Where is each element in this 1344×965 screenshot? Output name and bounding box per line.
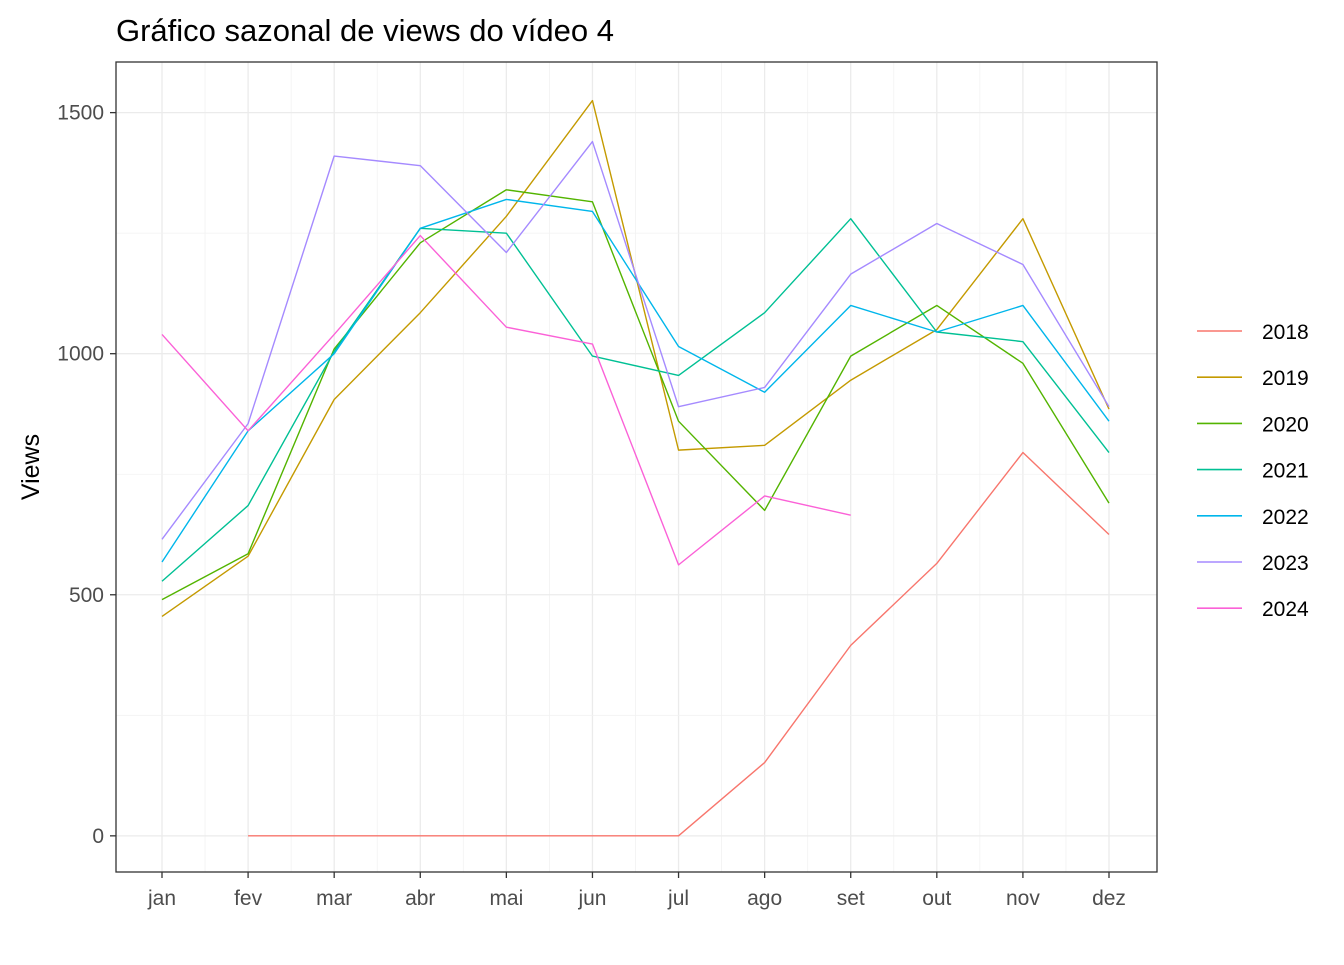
- legend-label-2018: 2018: [1262, 321, 1309, 344]
- x-tick-label: out: [922, 887, 951, 910]
- legend-label-2021: 2021: [1262, 460, 1309, 483]
- legend-label-2024: 2024: [1262, 598, 1309, 621]
- x-tick-label: nov: [1006, 887, 1040, 910]
- x-tick-label: mai: [489, 887, 523, 910]
- x-tick-label: jun: [577, 887, 606, 910]
- x-tick-label: abr: [405, 887, 435, 910]
- x-tick-label: set: [837, 887, 865, 910]
- x-tick-label: mar: [316, 887, 352, 910]
- grid-lines: [116, 62, 1157, 872]
- y-axis-label: Views: [17, 434, 45, 500]
- series-line-2020: [161, 189, 1110, 601]
- y-tick-label: 0: [92, 825, 104, 848]
- plot-panel-border: [115, 61, 1158, 873]
- series-line-2023: [161, 140, 1110, 540]
- legend: 2018 2019 2020 2021 2022 2023 2024: [1197, 321, 1309, 621]
- legend-label-2020: 2020: [1262, 413, 1309, 436]
- axes: 0 500 1000 1500 jan fev mar abr mai jun jul ago set o…: [57, 102, 1126, 910]
- legend-label-2019: 2019: [1262, 367, 1309, 390]
- chart-title: Gráfico sazonal de views do vídeo 4: [116, 13, 614, 48]
- x-tick-label: fev: [234, 887, 263, 910]
- series-lines: [161, 99, 1110, 837]
- y-tick-label: 1500: [57, 102, 104, 125]
- x-tick-label: jul: [667, 887, 689, 910]
- legend-label-2023: 2023: [1262, 552, 1309, 575]
- series-line-2018: [248, 451, 1110, 837]
- legend-label-2022: 2022: [1262, 506, 1309, 529]
- series-line-2022: [161, 198, 1110, 563]
- series-line-2021: [161, 218, 1110, 582]
- y-tick-label: 500: [69, 584, 104, 607]
- x-tick-label: ago: [747, 887, 782, 910]
- y-tick-label: 1000: [57, 343, 104, 366]
- x-tick-label: jan: [147, 887, 176, 910]
- x-tick-label: dez: [1092, 887, 1126, 910]
- series-line-2024: [161, 234, 851, 566]
